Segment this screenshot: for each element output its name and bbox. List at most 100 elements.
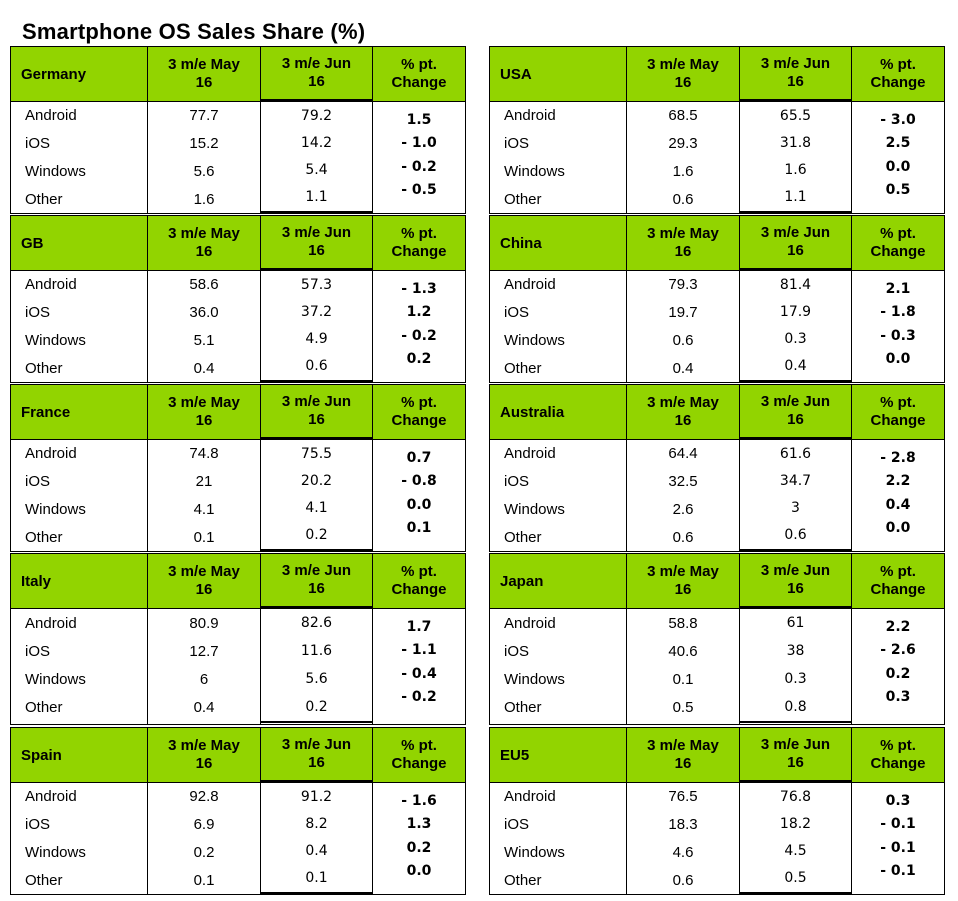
header-col-jun: 3 m/e Jun 16	[760, 562, 831, 597]
value-change: - 0.2	[401, 689, 437, 706]
value-jun: 0.4	[305, 843, 328, 860]
os-name: iOS	[25, 816, 51, 834]
value-change: 0.2	[885, 665, 911, 682]
value-may: 1.6	[672, 162, 694, 180]
value-may: 12.7	[189, 642, 219, 660]
region-table-gb: GB 3 m/e May 16 3 m/e Jun 16 % pt. Change Andro…	[10, 215, 466, 383]
value-change: - 0.8	[401, 473, 437, 490]
column-os: Android iOS Windows Other	[11, 440, 147, 551]
page-title: Smartphone OS Sales Share (%)	[22, 19, 366, 44]
value-may: 0.4	[193, 359, 215, 377]
header-col-may: 3 m/e May 16	[168, 737, 240, 772]
value-change: 0.4	[885, 496, 911, 513]
value-change: 0.0	[885, 158, 911, 175]
table-body: Android iOS Windows Other 77.7 15.2 5.6 1.6 79.2…	[10, 102, 466, 214]
table-header: Japan 3 m/e May 16 3 m/e Jun 16 % pt. Change	[489, 553, 945, 609]
table-body: Android iOS Windows Other 58.6 36.0 5.1 0.4 57.3…	[10, 271, 466, 383]
os-name: Windows	[25, 162, 86, 180]
os-name: iOS	[25, 473, 51, 491]
header-col-jun: 3 m/e Jun 16	[760, 224, 831, 259]
header-col-jun: 3 m/e Jun 16	[760, 55, 831, 90]
column-jun: 82.6 11.6 5.6 0.2	[260, 609, 372, 724]
value-change: 0.0	[885, 520, 911, 537]
region-table-spain: Spain 3 m/e May 16 3 m/e Jun 16 % pt. Change An…	[10, 727, 466, 895]
region-table-eu5: EU5 3 m/e May 16 3 m/e Jun 16 % pt. Change Andr…	[489, 727, 945, 895]
value-jun: 79.2	[300, 107, 333, 124]
value-jun: 11.6	[300, 643, 333, 659]
column-change: 1.7 - 1.1 - 0.4 - 0.2	[372, 609, 465, 724]
value-jun: 57.3	[300, 276, 333, 293]
value-jun: 4.1	[305, 500, 328, 517]
value-jun: 18.2	[779, 815, 812, 832]
header-col-may: 3 m/e May 16	[647, 225, 719, 260]
value-change: - 0.2	[401, 327, 437, 344]
value-jun: 61.6	[779, 445, 812, 462]
region-table-france: France 3 m/e May 16 3 m/e Jun 16 % pt. Change A…	[10, 384, 466, 552]
value-may: 18.3	[668, 816, 698, 834]
value-may: 40.6	[668, 642, 698, 660]
table-header: Spain 3 m/e May 16 3 m/e Jun 16 % pt. Change	[10, 727, 466, 783]
region-table-japan: Japan 3 m/e May 16 3 m/e Jun 16 % pt. Change An…	[489, 553, 945, 725]
region-name: Australia	[500, 403, 565, 421]
value-change: 2.2	[885, 473, 911, 490]
value-change: - 0.3	[880, 327, 916, 344]
value-jun: 38	[786, 643, 805, 659]
os-name: Windows	[25, 331, 86, 349]
column-may: 76.5 18.3 4.6 0.6	[626, 783, 739, 894]
value-jun: 0.2	[261, 522, 372, 551]
column-change: - 3.0 2.5 0.0 0.5	[851, 102, 944, 213]
header-col-jun: 3 m/e Jun 16	[760, 393, 831, 428]
value-may: 77.7	[189, 107, 219, 125]
header-col-change: % pt. Change	[870, 563, 926, 598]
os-name: Android	[25, 788, 77, 806]
value-change: - 2.6	[880, 642, 916, 659]
column-jun: 61 38 0.3 0.8	[739, 609, 851, 724]
value-may: 0.6	[672, 528, 694, 546]
header-col-change: % pt. Change	[391, 56, 447, 91]
value-jun: 14.2	[300, 134, 333, 151]
value-change: - 0.1	[880, 839, 916, 856]
value-change: - 3.0	[880, 111, 916, 128]
value-change: 2.2	[885, 618, 911, 635]
value-jun: 34.7	[779, 472, 812, 489]
value-jun: 37.2	[300, 303, 333, 320]
value-may: 58.8	[668, 614, 698, 632]
os-name: iOS	[504, 642, 530, 660]
value-jun: 0.1	[261, 865, 372, 894]
value-may: 68.5	[668, 107, 698, 125]
column-os: Android iOS Windows Other	[490, 609, 626, 724]
os-name: Windows	[25, 670, 86, 688]
os-name: Windows	[504, 331, 565, 349]
header-col-change: % pt. Change	[391, 225, 447, 260]
value-change: - 0.1	[880, 816, 916, 833]
region-name: Italy	[21, 572, 52, 590]
value-jun: 81.4	[779, 276, 812, 293]
value-jun: 4.9	[305, 331, 328, 348]
header-col-change: % pt. Change	[391, 737, 447, 772]
column-change: 0.7 - 0.8 0.0 0.1	[372, 440, 465, 551]
region-name: China	[500, 234, 542, 252]
value-jun: 0.8	[740, 693, 851, 723]
os-name: Android	[25, 445, 77, 463]
column-jun: 57.3 37.2 4.9 0.6	[260, 271, 372, 382]
table-body: Android iOS Windows Other 64.4 32.5 2.6 0.6 61.6…	[489, 440, 945, 552]
column-change: - 2.8 2.2 0.4 0.0	[851, 440, 944, 551]
header-col-jun: 3 m/e Jun 16	[281, 224, 352, 259]
value-may: 15.2	[189, 135, 219, 153]
table-body: Android iOS Windows Other 79.3 19.7 0.6 0.4 81.4…	[489, 271, 945, 383]
value-may: 0.6	[672, 331, 694, 349]
os-name: Windows	[504, 843, 565, 861]
value-jun: 31.8	[779, 134, 812, 151]
region-table-australia: Australia 3 m/e May 16 3 m/e Jun 16 % pt. Chan…	[489, 384, 945, 552]
value-jun: 75.5	[300, 445, 333, 462]
os-name: Windows	[25, 500, 86, 518]
column-change: 0.3 - 0.1 - 0.1 - 0.1	[851, 783, 944, 894]
value-change: - 1.8	[880, 304, 916, 321]
column-os: Android iOS Windows Other	[490, 440, 626, 551]
region-name: Japan	[500, 572, 544, 590]
os-name: iOS	[25, 135, 51, 153]
header-col-change: % pt. Change	[870, 737, 926, 772]
table-header: Germany 3 m/e May 16 3 m/e Jun 16 % pt. Change	[10, 46, 466, 102]
region-name: EU5	[500, 746, 530, 764]
column-may: 79.3 19.7 0.6 0.4	[626, 271, 739, 382]
